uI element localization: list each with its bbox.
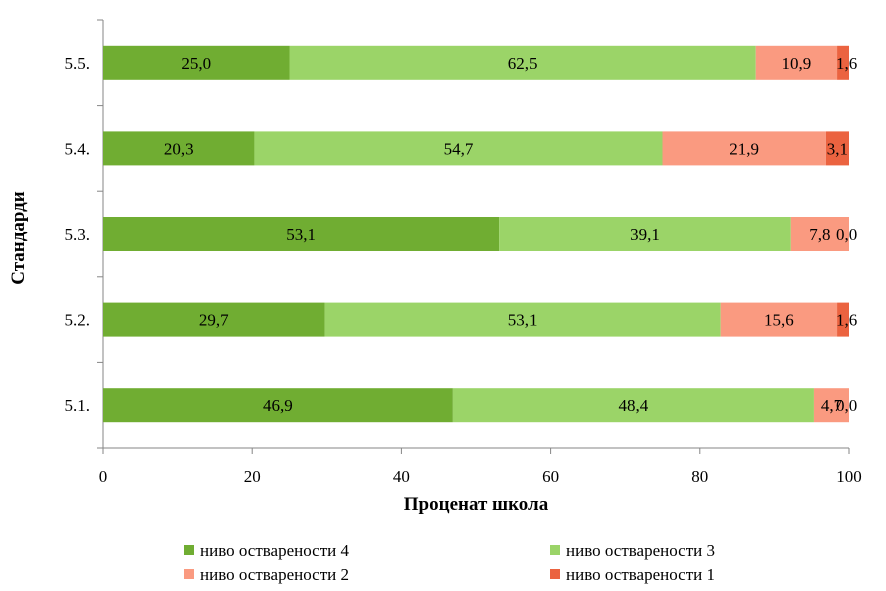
bar-segment — [254, 131, 663, 166]
data-label: 53,1 — [286, 225, 316, 244]
data-label: 21,9 — [729, 139, 759, 158]
bar-segment — [790, 217, 849, 251]
data-label: 10,9 — [782, 54, 812, 73]
bar-segment — [324, 302, 721, 337]
chart-bars — [103, 45, 849, 423]
bar-segment — [813, 388, 849, 423]
legend-swatch — [550, 569, 560, 579]
y-tick-label: 5.5. — [65, 54, 91, 73]
legend-swatch — [550, 545, 560, 555]
bar-segment — [103, 217, 500, 251]
data-label: 54,7 — [444, 139, 474, 158]
data-label: 46,9 — [263, 396, 293, 415]
bar-segment — [103, 131, 255, 166]
bar-segment — [837, 302, 849, 337]
bar-segment — [755, 45, 838, 80]
data-label: 3,1 — [827, 139, 848, 158]
bar-segment — [103, 388, 453, 423]
legend-label: ниво остварености 4 — [200, 541, 349, 560]
data-label: 39,1 — [630, 225, 660, 244]
y-tick-label: 5.4. — [65, 139, 91, 158]
bar-segment — [103, 45, 290, 80]
data-label: 29,7 — [199, 311, 229, 330]
x-axis-label: Проценат школа — [404, 494, 549, 515]
chart-legend: ниво остварености 4 ниво остварености 3 ни… — [184, 541, 715, 584]
y-tick-label: 5.1. — [65, 396, 91, 415]
data-label: 4,7 — [821, 396, 843, 415]
data-label: 7,8 — [809, 225, 830, 244]
chart-data-labels: 46,9 48,4 4,70,029,7 53,1 15,6 1,653,1 39,1 7,8… — [164, 54, 857, 415]
x-tick-label: 60 — [542, 467, 559, 486]
y-axis-label: Стандарди — [8, 191, 29, 285]
bar-segment — [825, 131, 849, 166]
x-tick-label: 100 — [836, 467, 862, 486]
y-tick-label: 5.2. — [65, 311, 91, 330]
bar-segment — [837, 45, 849, 80]
legend-label: ниво остварености 3 — [566, 541, 715, 560]
bar-segment — [103, 302, 325, 337]
x-tick-label: 40 — [393, 467, 410, 486]
legend-swatch — [184, 569, 194, 579]
data-label: 15,6 — [764, 311, 794, 330]
chart-tick-labels: 0 20 40 60 80 100 5.1. 5.2. 5.3. 5.4. 5.5. — [65, 54, 862, 486]
bar-segment — [499, 217, 791, 251]
legend-swatch — [184, 545, 194, 555]
data-label: 20,3 — [164, 139, 194, 158]
data-label: 25,0 — [181, 54, 211, 73]
data-label: 53,1 — [508, 311, 538, 330]
data-label: 0,0 — [836, 225, 857, 244]
data-label: 0,0 — [836, 396, 857, 415]
data-label: 48,4 — [619, 396, 649, 415]
data-label: 1,6 — [836, 311, 857, 330]
bar-segment — [662, 131, 826, 166]
data-label: 1,6 — [836, 54, 857, 73]
bar-segment — [720, 302, 838, 337]
y-tick-label: 5.3. — [65, 225, 91, 244]
legend-label: ниво остварености 1 — [566, 565, 715, 584]
legend-label: ниво остварености 2 — [200, 565, 349, 584]
x-tick-label: 80 — [691, 467, 708, 486]
bar-segment — [452, 388, 814, 423]
x-tick-label: 0 — [99, 467, 108, 486]
data-label: 62,5 — [508, 54, 538, 73]
bar-segment — [289, 45, 756, 80]
x-tick-label: 20 — [244, 467, 261, 486]
